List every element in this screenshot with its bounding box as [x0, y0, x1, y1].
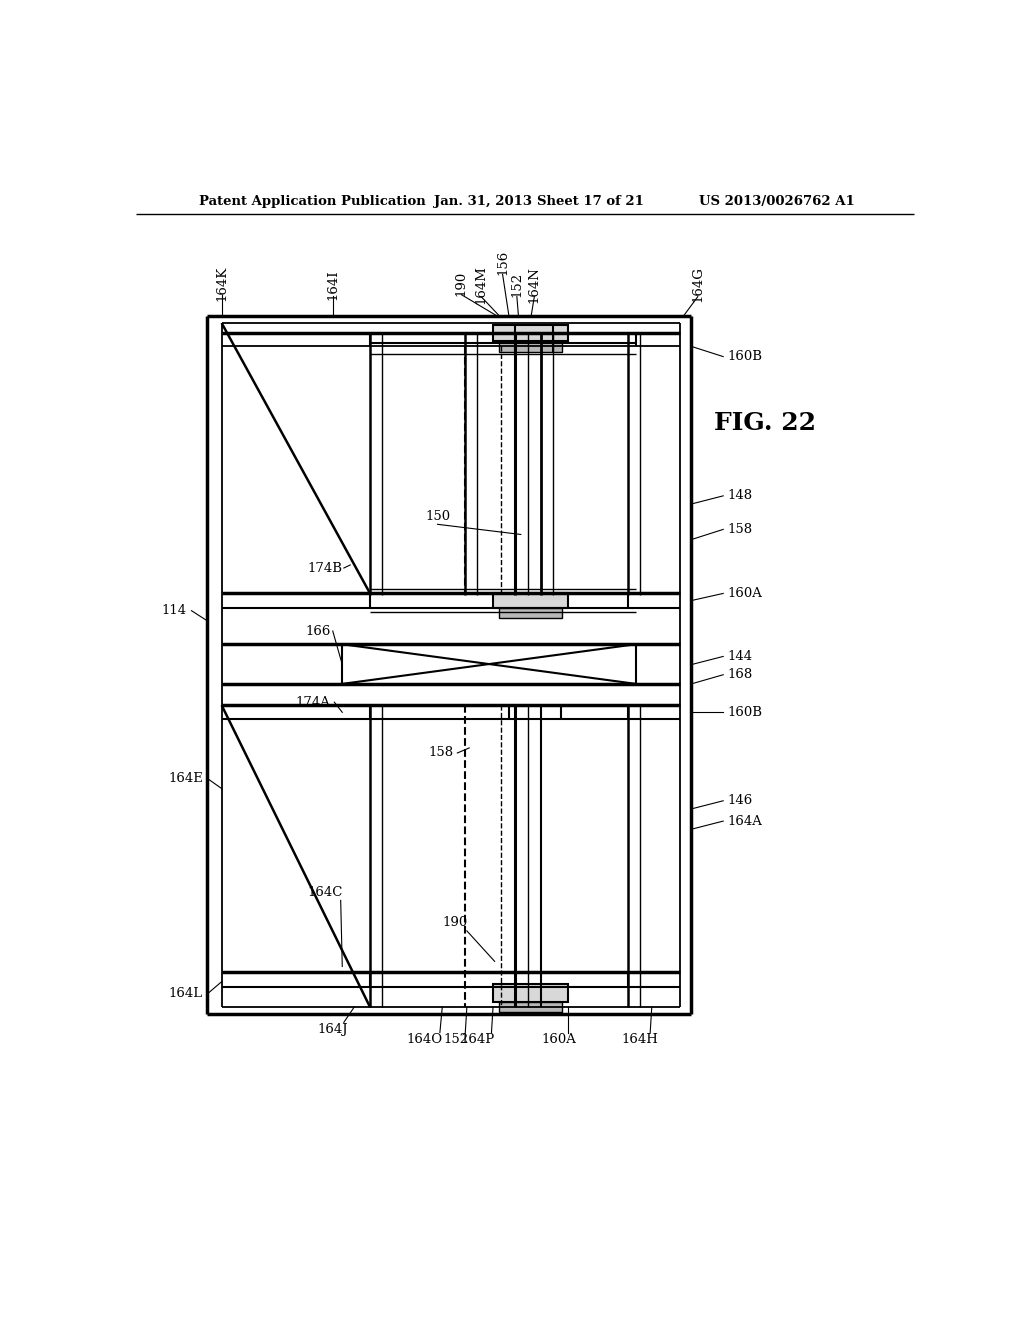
Text: 164C: 164C: [307, 886, 342, 899]
Text: 160A: 160A: [727, 587, 762, 599]
Text: 164H: 164H: [622, 1034, 658, 1047]
Text: 144: 144: [727, 649, 753, 663]
Text: 164O: 164O: [407, 1034, 442, 1047]
Text: US 2013/0026762 A1: US 2013/0026762 A1: [699, 194, 855, 207]
Text: 160B: 160B: [727, 350, 762, 363]
Text: 146: 146: [727, 795, 753, 808]
Text: 164I: 164I: [327, 269, 339, 300]
Text: 164L: 164L: [169, 987, 203, 1001]
Bar: [500, 607, 562, 618]
Text: 158: 158: [429, 747, 454, 759]
Text: 152: 152: [443, 1034, 468, 1047]
Text: 164G: 164G: [691, 267, 705, 302]
Bar: [494, 594, 568, 607]
Text: 168: 168: [727, 668, 753, 681]
Text: 164J: 164J: [317, 1023, 348, 1036]
Text: 174B: 174B: [307, 561, 342, 574]
Text: 190: 190: [442, 916, 468, 929]
Text: 164A: 164A: [727, 814, 762, 828]
Text: 190: 190: [455, 271, 468, 296]
Text: 164P: 164P: [460, 1034, 495, 1047]
Bar: [494, 325, 568, 342]
Text: 166: 166: [306, 624, 331, 638]
Bar: [500, 1002, 562, 1012]
Text: 148: 148: [727, 490, 753, 503]
Bar: [494, 983, 568, 1002]
Text: 160A: 160A: [542, 1034, 577, 1047]
Text: 114: 114: [162, 605, 186, 618]
Text: 158: 158: [727, 523, 753, 536]
Text: 174A: 174A: [296, 696, 331, 709]
Text: 164M: 164M: [475, 265, 487, 304]
Text: Patent Application Publication: Patent Application Publication: [200, 194, 426, 207]
Text: 152: 152: [510, 272, 523, 297]
Text: Jan. 31, 2013: Jan. 31, 2013: [433, 194, 531, 207]
Text: 164K: 164K: [215, 265, 228, 301]
Text: 164E: 164E: [169, 772, 204, 785]
Text: 160B: 160B: [727, 706, 762, 719]
Text: FIG. 22: FIG. 22: [714, 411, 816, 434]
Text: Sheet 17 of 21: Sheet 17 of 21: [537, 194, 643, 207]
Bar: [500, 342, 562, 351]
Text: 150: 150: [425, 510, 451, 523]
Text: 156: 156: [496, 249, 509, 275]
Text: 164N: 164N: [527, 267, 541, 302]
